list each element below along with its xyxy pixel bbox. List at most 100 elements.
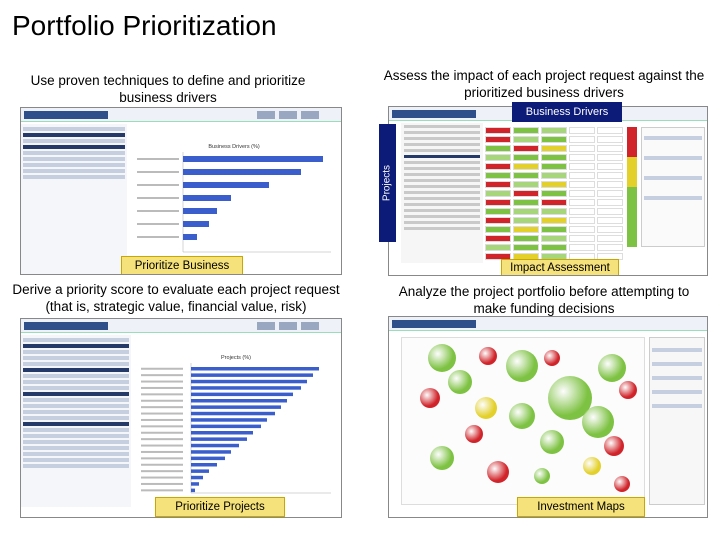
impact-cell[interactable] bbox=[541, 127, 567, 134]
table-row[interactable] bbox=[404, 185, 480, 188]
bubble[interactable] bbox=[430, 446, 454, 470]
list-item[interactable] bbox=[23, 145, 125, 149]
bubble[interactable] bbox=[479, 347, 497, 365]
list-item[interactable] bbox=[23, 338, 129, 342]
list-item[interactable] bbox=[23, 127, 125, 131]
impact-cell[interactable] bbox=[597, 181, 623, 188]
impact-cell[interactable] bbox=[597, 172, 623, 179]
impact-cell[interactable] bbox=[541, 226, 567, 233]
list-item[interactable] bbox=[23, 416, 129, 420]
table-row[interactable] bbox=[404, 149, 480, 152]
table-row[interactable] bbox=[404, 191, 480, 194]
impact-cell[interactable] bbox=[513, 190, 539, 197]
impact-cell[interactable] bbox=[597, 154, 623, 161]
impact-cell[interactable] bbox=[569, 190, 595, 197]
bubble[interactable] bbox=[465, 425, 483, 443]
bubble[interactable] bbox=[420, 388, 440, 408]
table-row[interactable] bbox=[404, 179, 480, 182]
list-item[interactable] bbox=[23, 344, 129, 348]
bubble[interactable] bbox=[487, 461, 509, 483]
list-item[interactable] bbox=[23, 434, 129, 438]
list-item[interactable] bbox=[23, 151, 125, 155]
list-item[interactable] bbox=[23, 175, 125, 179]
impact-cell[interactable] bbox=[569, 235, 595, 242]
impact-cell[interactable] bbox=[541, 181, 567, 188]
list-item[interactable] bbox=[23, 157, 125, 161]
table-row[interactable] bbox=[404, 227, 480, 230]
impact-cell[interactable] bbox=[569, 226, 595, 233]
bubble[interactable] bbox=[614, 476, 630, 492]
impact-cell[interactable] bbox=[485, 127, 511, 134]
list-item[interactable] bbox=[23, 404, 129, 408]
list-item[interactable] bbox=[23, 163, 125, 167]
table-row[interactable] bbox=[404, 197, 480, 200]
nav-link[interactable] bbox=[301, 322, 319, 330]
impact-cell[interactable] bbox=[569, 136, 595, 143]
impact-cell[interactable] bbox=[485, 199, 511, 206]
impact-cell[interactable] bbox=[597, 208, 623, 215]
bubble[interactable] bbox=[582, 406, 614, 438]
impact-cell[interactable] bbox=[485, 145, 511, 152]
nav-link[interactable] bbox=[279, 111, 297, 119]
impact-cell[interactable] bbox=[513, 136, 539, 143]
table-row[interactable] bbox=[404, 155, 480, 158]
impact-cell[interactable] bbox=[513, 217, 539, 224]
impact-cell[interactable] bbox=[513, 127, 539, 134]
table-row[interactable] bbox=[404, 131, 480, 134]
list-item[interactable] bbox=[23, 392, 129, 396]
list-item[interactable] bbox=[23, 398, 129, 402]
bubble[interactable] bbox=[448, 370, 472, 394]
impact-cell[interactable] bbox=[541, 154, 567, 161]
impact-cell[interactable] bbox=[597, 235, 623, 242]
impact-cell[interactable] bbox=[597, 136, 623, 143]
impact-cell[interactable] bbox=[513, 154, 539, 161]
impact-cell[interactable] bbox=[513, 244, 539, 251]
table-row[interactable] bbox=[404, 125, 480, 128]
impact-cell[interactable] bbox=[569, 217, 595, 224]
list-item[interactable] bbox=[23, 422, 129, 426]
table-row[interactable] bbox=[404, 167, 480, 170]
list-item[interactable] bbox=[23, 356, 129, 360]
impact-cell[interactable] bbox=[485, 190, 511, 197]
list-item[interactable] bbox=[23, 386, 129, 390]
impact-cell[interactable] bbox=[541, 244, 567, 251]
bubble[interactable] bbox=[604, 436, 624, 456]
impact-cell[interactable] bbox=[569, 199, 595, 206]
bubble[interactable] bbox=[583, 457, 601, 475]
impact-cell[interactable] bbox=[513, 145, 539, 152]
impact-cell[interactable] bbox=[569, 163, 595, 170]
impact-cell[interactable] bbox=[597, 145, 623, 152]
impact-cell[interactable] bbox=[541, 217, 567, 224]
bubble[interactable] bbox=[544, 350, 560, 366]
bubble[interactable] bbox=[428, 344, 456, 372]
bubble[interactable] bbox=[619, 381, 637, 399]
impact-cell[interactable] bbox=[513, 199, 539, 206]
table-row[interactable] bbox=[404, 209, 480, 212]
impact-cell[interactable] bbox=[597, 163, 623, 170]
nav-link[interactable] bbox=[257, 111, 275, 119]
impact-cell[interactable] bbox=[597, 217, 623, 224]
impact-cell[interactable] bbox=[597, 199, 623, 206]
impact-cell[interactable] bbox=[485, 217, 511, 224]
impact-cell[interactable] bbox=[541, 208, 567, 215]
impact-cell[interactable] bbox=[485, 253, 511, 260]
bubble[interactable] bbox=[506, 350, 538, 382]
list-item[interactable] bbox=[23, 428, 129, 432]
impact-cell[interactable] bbox=[541, 235, 567, 242]
list-item[interactable] bbox=[23, 362, 129, 366]
impact-cell[interactable] bbox=[597, 190, 623, 197]
list-item[interactable] bbox=[23, 452, 129, 456]
impact-cell[interactable] bbox=[513, 226, 539, 233]
list-item[interactable] bbox=[23, 380, 129, 384]
impact-cell[interactable] bbox=[513, 172, 539, 179]
impact-cell[interactable] bbox=[541, 199, 567, 206]
impact-cell[interactable] bbox=[485, 208, 511, 215]
impact-cell[interactable] bbox=[513, 181, 539, 188]
table-row[interactable] bbox=[404, 215, 480, 218]
impact-cell[interactable] bbox=[597, 226, 623, 233]
nav-link[interactable] bbox=[279, 322, 297, 330]
impact-cell[interactable] bbox=[569, 172, 595, 179]
impact-cell[interactable] bbox=[485, 163, 511, 170]
impact-cell[interactable] bbox=[569, 154, 595, 161]
impact-cell[interactable] bbox=[485, 181, 511, 188]
